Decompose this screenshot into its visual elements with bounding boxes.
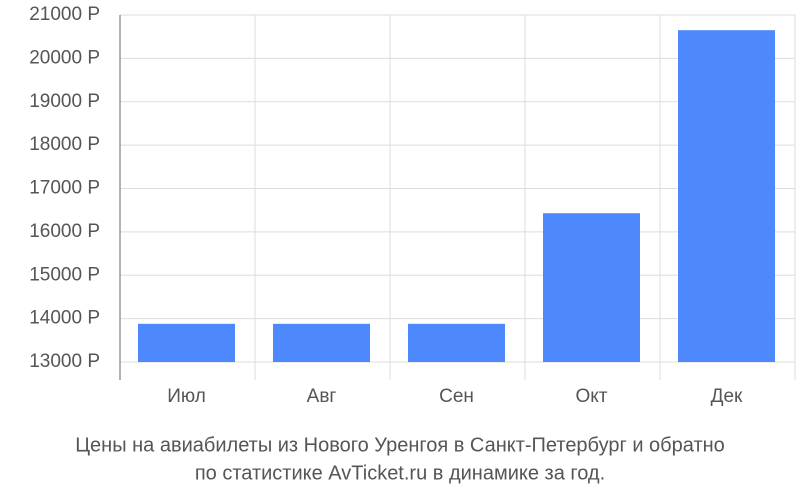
x-tick-label: Авг — [307, 386, 337, 407]
y-tick-label: 20000 Р — [29, 47, 100, 68]
x-tick-label: Июл — [167, 386, 206, 407]
x-tick-label: Дек — [711, 386, 743, 407]
y-tick-label: 15000 Р — [29, 264, 100, 285]
bar — [138, 323, 235, 362]
x-tick-label: Окт — [575, 386, 607, 407]
x-tick-label: Сен — [439, 386, 474, 407]
y-tick-label: 16000 Р — [29, 221, 100, 242]
bar — [678, 30, 775, 363]
y-tick-label: 17000 Р — [29, 178, 100, 199]
bar — [273, 323, 370, 362]
bar — [408, 323, 505, 362]
chart-title: по статистике AvTicket.ru в динамике за … — [195, 462, 605, 484]
y-tick-label: 19000 Р — [29, 91, 100, 112]
chart-title: Цены на авиабилеты из Нового Уренгоя в С… — [75, 434, 725, 456]
y-tick-label: 21000 Р — [29, 4, 100, 25]
y-tick-label: 14000 Р — [29, 308, 100, 329]
y-tick-label: 18000 Р — [29, 134, 100, 155]
bar — [543, 213, 640, 362]
y-tick-label: 13000 Р — [29, 351, 100, 372]
